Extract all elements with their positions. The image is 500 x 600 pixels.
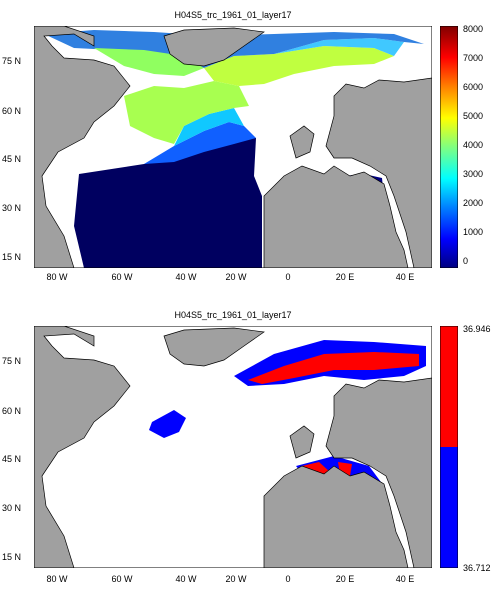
panel1-lon-label: 60 W [111, 272, 133, 282]
panel1-cbar-tick: 7000 [463, 53, 484, 63]
panel2-cbar-tick: 36.946 [463, 324, 491, 334]
panel1-lon-label: 40 W [175, 272, 197, 282]
panel1-lat-label: 30 N [2, 203, 22, 213]
panel1-lon-label: 0 [285, 272, 291, 282]
panel2-lon-label: 80 W [46, 574, 68, 584]
panel2-title: H04S5_trc_1961_01_layer17 [174, 310, 292, 320]
panel2-map [34, 326, 432, 568]
panel1-lon-label: 20 W [225, 272, 247, 282]
panel1-cbar-tick: 1000 [463, 227, 484, 237]
panel1-cbar-tick: 5000 [463, 111, 484, 121]
panel2-land [34, 326, 432, 568]
panel2-lon-label: 20 E [335, 574, 355, 584]
panel1-lat-label: 60 N [2, 106, 22, 116]
panel2-lon-label: 40 E [395, 574, 415, 584]
panel1-colorbar [440, 26, 458, 268]
panel1-title: H04S5_trc_1961_01_layer17 [174, 10, 292, 20]
panel1-land [34, 26, 432, 268]
panel1-lon-label: 40 E [395, 272, 415, 282]
panel2-lat-label: 30 N [2, 503, 22, 513]
panel1-lat-label: 75 N [2, 56, 22, 66]
panel1-lon-label: 20 E [335, 272, 355, 282]
panel2-lon-label: 0 [285, 574, 291, 584]
panel2-lon-label: 40 W [175, 574, 197, 584]
panel1-map [34, 26, 432, 268]
panel1-cbar-tick: 2000 [463, 198, 484, 208]
panel1-cbar-tick: 8000 [463, 24, 484, 34]
panel2-lat-label: 60 N [2, 406, 22, 416]
panel1-cbar-tick: 0 [463, 256, 469, 266]
panel2-lat-label: 45 N [2, 454, 22, 464]
panel1-cbar-tick: 6000 [463, 82, 484, 92]
panel2-lon-label: 60 W [111, 574, 133, 584]
panel1-lat-label: 15 N [2, 252, 22, 262]
panel2-colorbar [440, 326, 458, 568]
panel2-lon-label: 20 W [225, 574, 247, 584]
panel1-lat-label: 45 N [2, 154, 22, 164]
panel1-cbar-tick: 4000 [463, 140, 484, 150]
panel2-lat-label: 15 N [2, 552, 22, 562]
panel2-cbar-tick: 36.712 [463, 563, 491, 573]
panel1-lon-label: 80 W [46, 272, 68, 282]
panel2-lat-label: 75 N [2, 356, 22, 366]
panel1-cbar-tick: 3000 [463, 169, 484, 179]
